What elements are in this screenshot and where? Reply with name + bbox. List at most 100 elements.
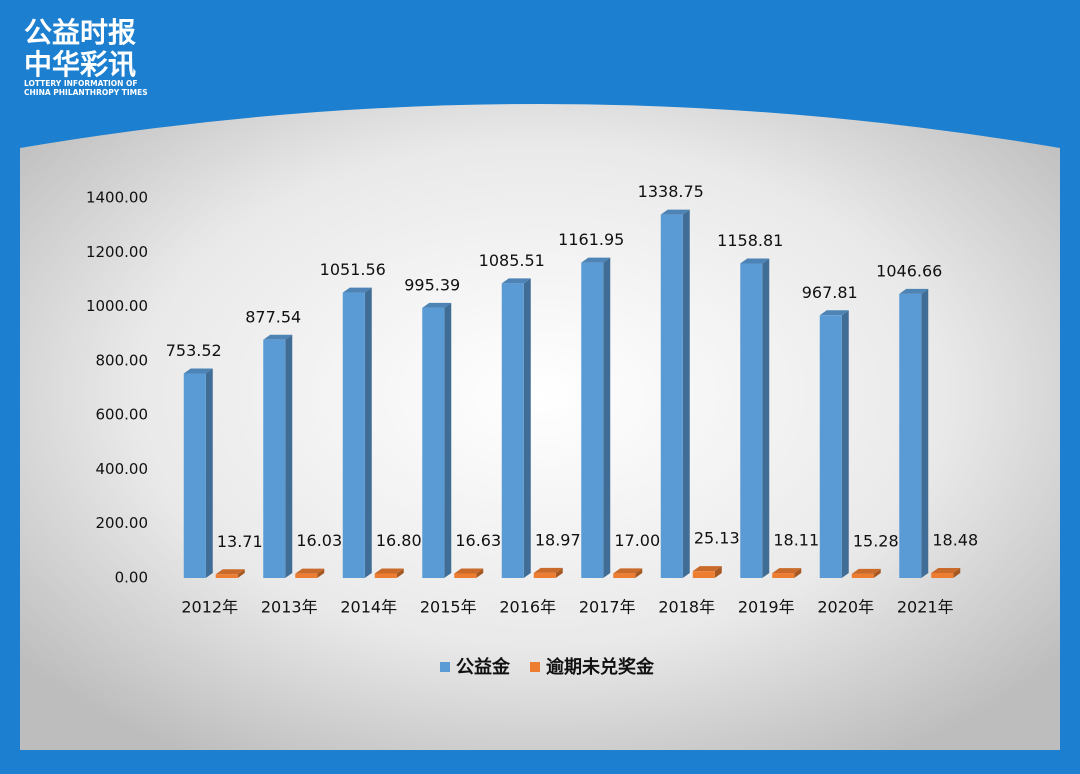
legend-swatch [440,662,450,672]
bar-side [476,568,484,578]
bar-top [374,568,404,574]
bar-top [613,568,643,574]
bar-side [317,568,325,578]
bar-top [454,568,484,574]
value-label: 17.00 [614,531,660,550]
y-tick-label: 1400.00 [86,189,148,207]
bar [374,573,397,578]
bar-side [205,368,213,578]
legend-label: 公益金 [456,656,511,678]
x-tick-label: 2016年 [499,598,556,617]
value-label: 25.13 [694,529,740,548]
bar-side [364,287,372,578]
value-label: 1085.51 [479,251,545,270]
value-label: 1338.75 [638,182,704,201]
value-label: 995.39 [404,275,460,294]
y-tick-label: 0.00 [115,569,148,587]
bar-top [501,278,531,284]
bar-side [794,568,802,578]
bar [931,572,954,578]
bar-side [444,302,452,578]
bar-top [692,566,722,572]
x-tick-label: 2013年 [261,598,318,617]
bar [183,373,206,578]
logo-subtitle: LOTTERY INFORMATION OF [24,79,138,88]
x-tick-label: 2017年 [579,598,636,617]
bar-top [533,567,563,573]
bar-top [740,258,770,264]
bar-side [635,568,643,578]
x-tick-label: 2021年 [897,598,954,617]
value-label: 16.63 [455,531,501,550]
logo: 公益时报 中华彩讯 LOTTERY INFORMATION OF CHINA P… [24,16,148,97]
bar [851,573,874,578]
bar-side [603,257,611,578]
bar-side [873,568,881,578]
value-label: 18.97 [535,530,581,549]
value-label: 1161.95 [558,230,624,249]
value-label: 1158.81 [717,231,783,250]
bar-top [772,568,802,574]
value-label: 753.52 [166,341,222,360]
logo-title: 公益时报 [24,16,136,49]
y-tick-label: 400.00 [96,460,149,478]
bar-top [931,567,961,573]
x-tick-label: 2018年 [658,598,715,617]
value-label: 16.80 [376,531,422,550]
bar [215,574,238,578]
bar [660,214,683,578]
value-label: 1051.56 [320,260,386,279]
bar-side [714,566,722,578]
value-label: 967.81 [802,283,858,302]
value-label: 18.48 [932,530,978,549]
y-tick-label: 1200.00 [86,243,148,261]
bar [454,573,477,578]
bar [501,283,524,578]
bar-side [953,567,961,578]
bar [263,339,286,578]
bar-side [841,310,849,578]
bar-top [183,368,213,374]
bar [613,573,636,578]
panel [20,104,1060,750]
value-label: 13.71 [217,532,263,551]
bar [342,292,365,578]
bar-side [237,569,245,578]
y-tick-label: 1000.00 [86,297,148,315]
bar-side [555,567,563,578]
bar-side [285,334,293,578]
bar-top [295,568,325,574]
bar-top [581,257,611,263]
bar-side [523,278,531,578]
bar [295,573,318,578]
bar [533,572,556,578]
bar-side [921,288,929,578]
legend-label: 逾期未兑奖金 [546,656,655,678]
bar [581,262,604,578]
x-tick-label: 2019年 [738,598,795,617]
bar-side [682,209,690,578]
bar [819,315,842,578]
bar [899,293,922,578]
bar-top [819,310,849,316]
y-tick-label: 800.00 [96,351,149,369]
bar-side [762,258,770,578]
x-tick-label: 2012年 [181,598,238,617]
value-label: 877.54 [245,307,301,326]
logo-title: 中华彩讯 [24,48,136,81]
y-tick-label: 200.00 [96,514,149,532]
bar-top [899,288,929,294]
bar-top [851,568,881,574]
value-label: 16.03 [296,531,342,550]
bar-side [396,568,404,578]
bar-top [263,334,293,340]
bar-top [422,302,452,308]
bar [740,263,763,578]
value-label: 15.28 [853,531,899,550]
logo-subtitle: CHINA PHILANTHROPY TIMES [24,88,148,97]
y-tick-label: 600.00 [96,406,149,424]
bar [772,573,795,578]
value-label: 1046.66 [876,261,942,280]
x-tick-label: 2014年 [340,598,397,617]
